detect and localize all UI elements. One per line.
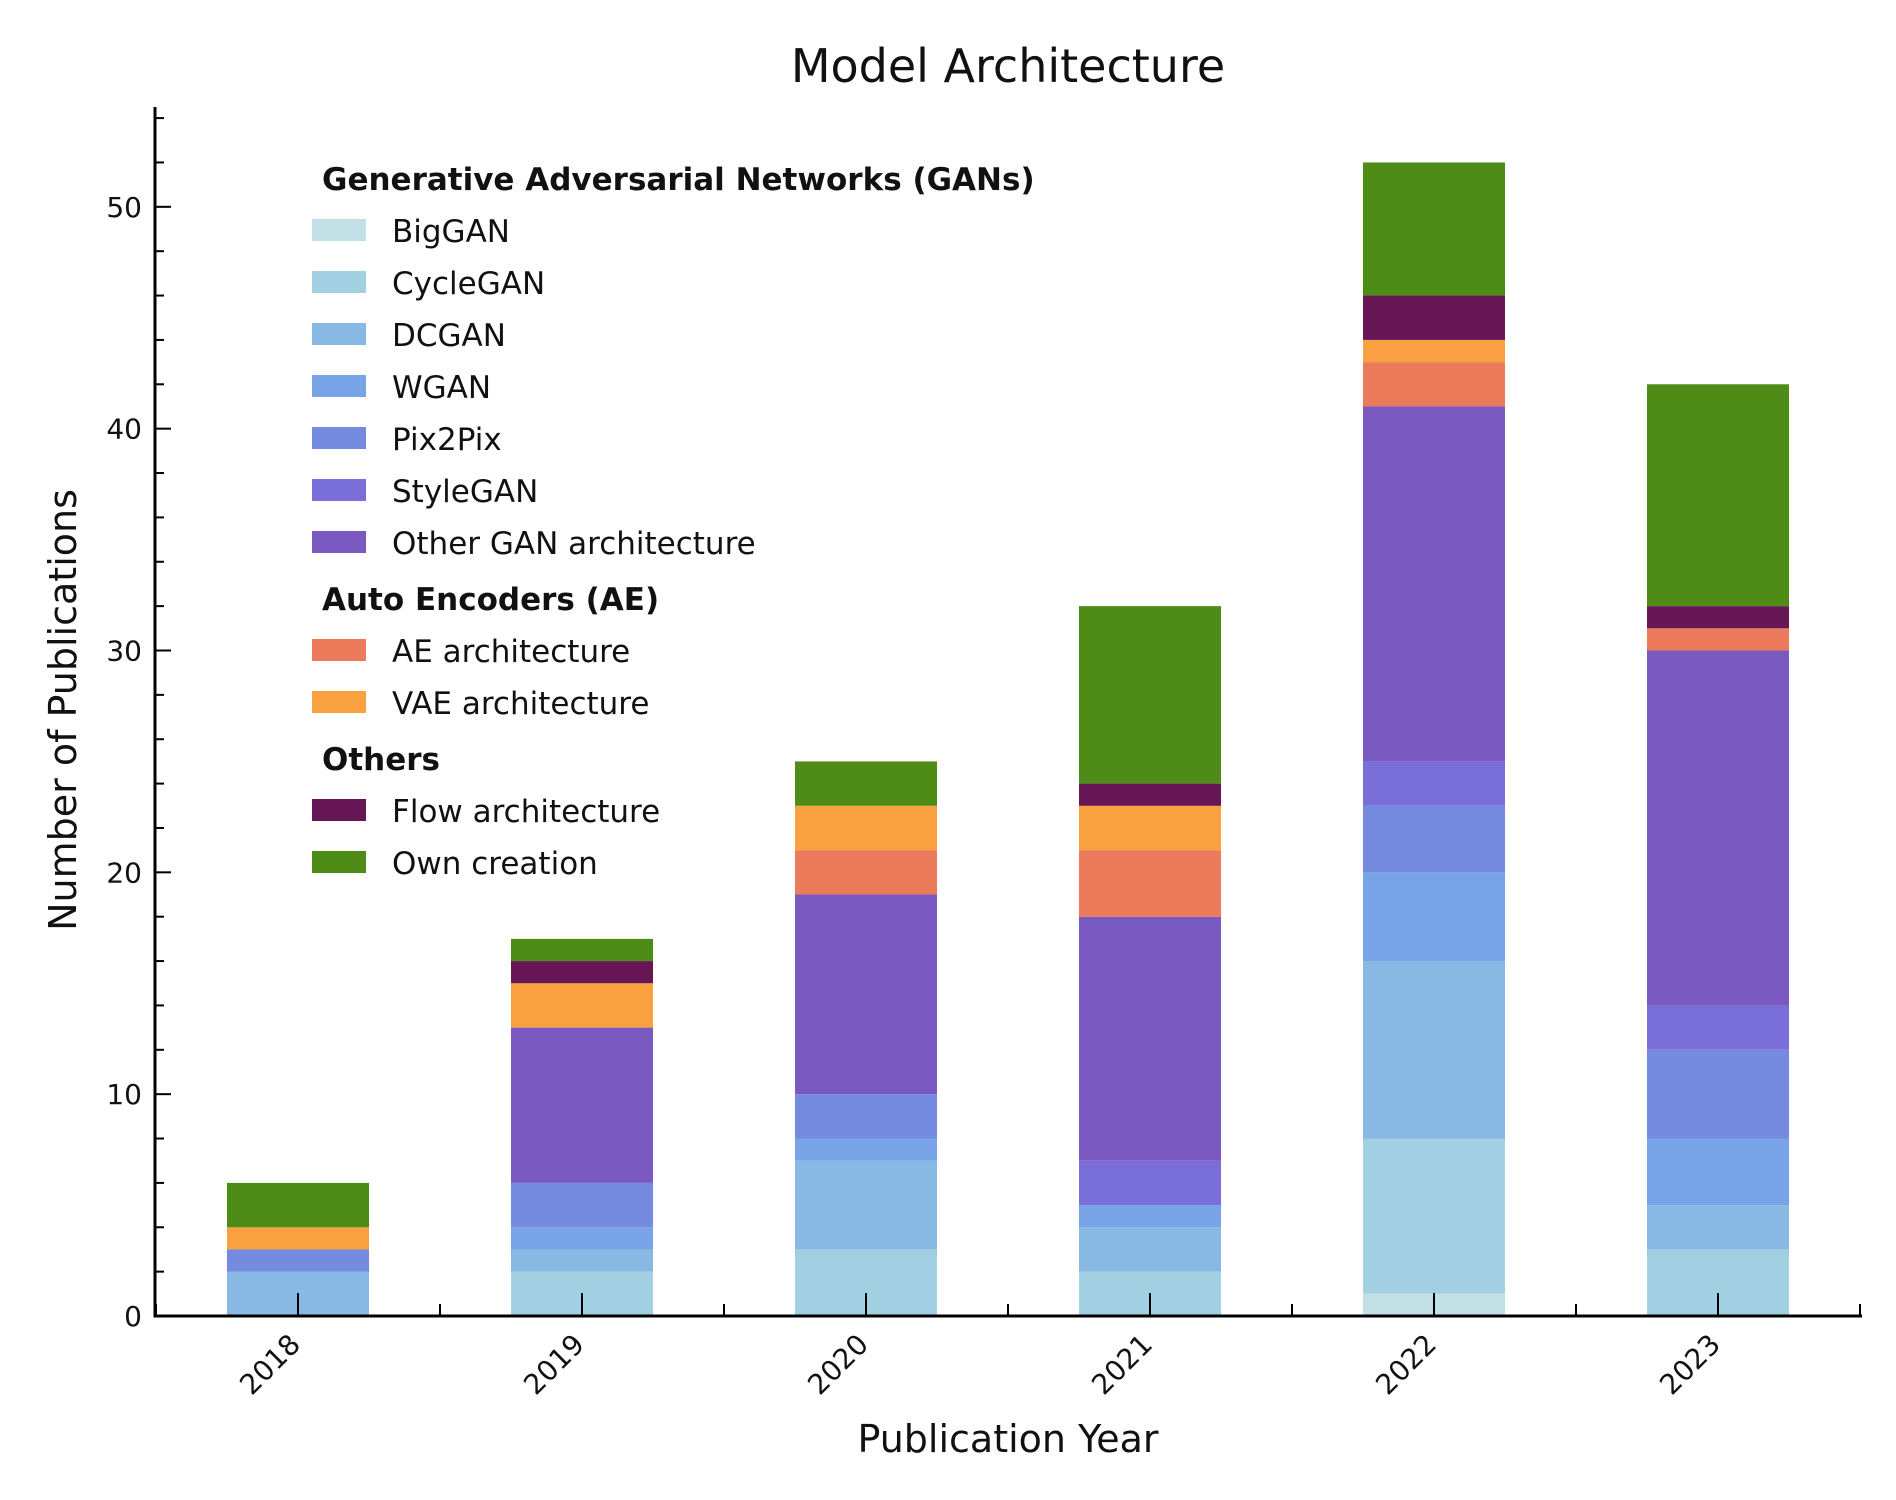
bar-segment-2023-pix2pix	[1647, 1049, 1789, 1139]
bar-segment-2021-other-gan-architecture	[1079, 916, 1221, 1161]
legend-swatch	[312, 479, 366, 501]
bar-segment-2023-own-creation	[1647, 384, 1789, 607]
y-tick-label: 30	[106, 634, 142, 667]
legend-swatch	[312, 219, 366, 241]
legend-label: DCGAN	[392, 318, 506, 354]
bar-segment-2022-vae-architecture	[1363, 339, 1505, 363]
legend-group-heading: Auto Encoders (AE)	[322, 582, 659, 618]
x-axis-label: Publication Year	[857, 1417, 1158, 1461]
bar-segment-2022-other-gan-architecture	[1363, 406, 1505, 762]
legend-swatch	[312, 427, 366, 449]
chart-title: Model Architecture	[791, 39, 1225, 93]
bar-segment-2022-own-creation	[1363, 162, 1505, 296]
legend-label: VAE architecture	[392, 686, 649, 722]
bar-segment-2022-stylegan	[1363, 761, 1505, 806]
bar-segment-2021-ae-architecture	[1079, 850, 1221, 917]
bar-segment-2022-flow-architecture	[1363, 295, 1505, 340]
bar-stack-2020	[795, 761, 937, 1316]
bar-segment-2023-other-gan-architecture	[1647, 650, 1789, 1006]
bar-segment-2020-ae-architecture	[795, 850, 937, 895]
bar-segment-2021-vae-architecture	[1079, 805, 1221, 851]
bar-segment-2018-own-creation	[227, 1182, 369, 1228]
bar-segment-2020-other-gan-architecture	[795, 894, 937, 1095]
bar-segment-2023-stylegan	[1647, 1005, 1789, 1050]
bar-segment-2020-vae-architecture	[795, 805, 937, 851]
bar-segment-2020-dcgan	[795, 1160, 937, 1250]
bar-segment-2019-pix2pix	[511, 1182, 653, 1228]
legend-label: AE architecture	[392, 634, 630, 670]
bar-stack-2019	[511, 938, 653, 1316]
bar-segment-2019-dcgan	[511, 1249, 653, 1272]
legend-swatch	[312, 531, 366, 553]
y-tick-label: 10	[106, 1078, 142, 1111]
bar-segment-2023-flow-architecture	[1647, 606, 1789, 629]
legend-label: Other GAN architecture	[392, 526, 756, 562]
legend-swatch	[312, 691, 366, 713]
bar-segment-2021-flow-architecture	[1079, 783, 1221, 806]
bar-segment-2020-pix2pix	[795, 1094, 937, 1139]
legend-swatch	[312, 639, 366, 661]
legend: Generative Adversarial Networks (GANs) Bi…	[312, 162, 1035, 882]
legend-swatch	[312, 799, 366, 821]
legend-swatch	[312, 271, 366, 293]
legend-swatch	[312, 851, 366, 873]
bars-layer	[227, 162, 1789, 1316]
bar-segment-2022-wgan	[1363, 872, 1505, 962]
bar-segment-2019-flow-architecture	[511, 961, 653, 984]
bar-segment-2019-other-gan-architecture	[511, 1027, 653, 1183]
bar-segment-2019-wgan	[511, 1227, 653, 1250]
bar-stack-2021	[1079, 606, 1221, 1316]
bar-stack-2023	[1647, 384, 1789, 1316]
bar-segment-2021-wgan	[1079, 1205, 1221, 1228]
bar-stack-2022	[1363, 162, 1505, 1316]
bar-segment-2018-vae-architecture	[227, 1227, 369, 1250]
legend-label: WGAN	[392, 370, 491, 406]
bar-segment-2023-wgan	[1647, 1138, 1789, 1206]
bar-segment-2023-dcgan	[1647, 1205, 1789, 1250]
bar-segment-2019-vae-architecture	[511, 983, 653, 1028]
y-tick-label: 0	[124, 1300, 142, 1333]
legend-label: CycleGAN	[392, 266, 545, 302]
legend-label: Flow architecture	[392, 794, 660, 830]
legend-label: StyleGAN	[392, 474, 538, 510]
bar-segment-2022-pix2pix	[1363, 805, 1505, 873]
legend-group-heading: Generative Adversarial Networks (GANs)	[322, 162, 1035, 198]
y-tick-label: 50	[106, 191, 142, 224]
bar-segment-2021-own-creation	[1079, 606, 1221, 784]
bar-segment-2023-ae-architecture	[1647, 628, 1789, 651]
y-axis-label: Number of Publications	[41, 489, 85, 931]
bar-segment-2018-pix2pix	[227, 1249, 369, 1272]
legend-label: Pix2Pix	[392, 422, 502, 458]
y-tick-label: 40	[106, 413, 142, 446]
bar-segment-2022-ae-architecture	[1363, 362, 1505, 407]
legend-swatch	[312, 375, 366, 397]
y-tick-label: 20	[106, 856, 142, 889]
bar-segment-2022-cyclegan	[1363, 1138, 1505, 1294]
bar-segment-2020-wgan	[795, 1138, 937, 1161]
legend-label: Own creation	[392, 846, 598, 882]
legend-swatch	[312, 323, 366, 345]
legend-group-heading: Others	[322, 742, 440, 778]
bar-segment-2019-own-creation	[511, 938, 653, 962]
bar-segment-2021-dcgan	[1079, 1227, 1221, 1272]
bar-segment-2020-own-creation	[795, 761, 937, 806]
legend-label: BigGAN	[392, 214, 510, 250]
bar-segment-2021-stylegan	[1079, 1160, 1221, 1206]
bar-segment-2022-dcgan	[1363, 961, 1505, 1139]
